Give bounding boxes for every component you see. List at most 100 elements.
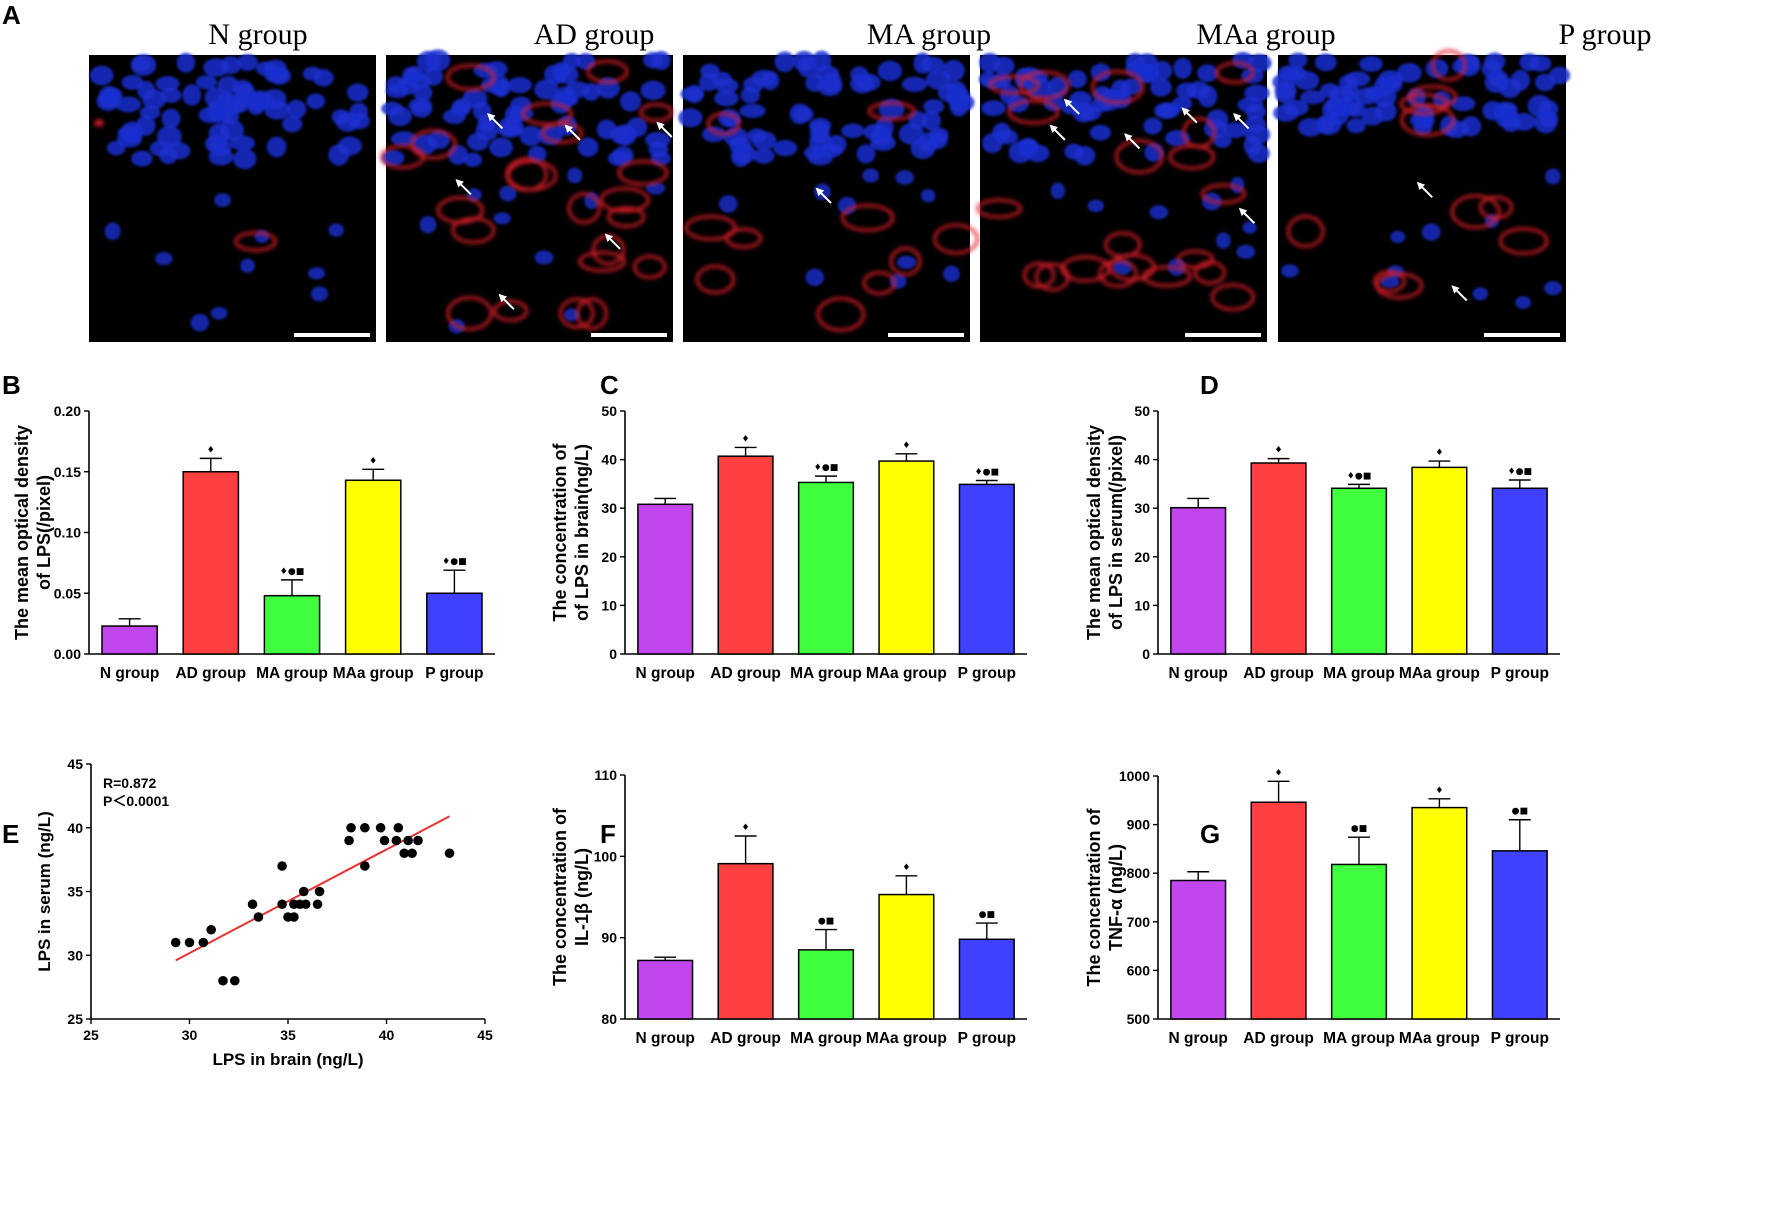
nucleus [992, 122, 1012, 142]
nucleus [1344, 71, 1371, 87]
bar [1491, 850, 1548, 1020]
data-point [413, 835, 423, 846]
scale-bar [1484, 333, 1560, 337]
y-axis-label: of LPS in serum(/pixel) [1106, 435, 1126, 630]
chart-b-od-lps: 0.00 0.05 0.10 0.15 0.20 N group ♦ AD group ♦●■ M… [12, 403, 495, 682]
nucleus [700, 63, 720, 79]
micrograph-3 [976, 51, 1272, 342]
y-tick-label: 25 [67, 1011, 83, 1027]
panel-letter-g: G [1200, 819, 1220, 849]
nucleus [751, 131, 777, 150]
nucleus [472, 101, 492, 121]
nucleus [981, 100, 1006, 116]
nucleus [1300, 90, 1326, 105]
data-point [298, 886, 309, 897]
stain-layer [94, 119, 277, 252]
nucleus [182, 84, 202, 106]
annotation-arrow [564, 124, 581, 141]
nucleus [390, 131, 417, 147]
annotation-arrow [815, 187, 832, 204]
nucleus [856, 144, 876, 164]
nucleus [1136, 53, 1159, 74]
nucleus [307, 267, 326, 280]
chart-d-lps-serum: 0 10 20 30 40 50 N group ♦ AD group ♦●■ MA group ♦ M… [1084, 403, 1560, 682]
y-axis-label: The mean optical density [12, 425, 32, 640]
stained-cell [576, 297, 608, 330]
category-label: MAa group [1399, 1030, 1480, 1047]
nucleus [563, 308, 580, 322]
nucleus [740, 86, 761, 104]
stained-cell [867, 101, 916, 121]
nucleus [567, 167, 583, 184]
nucleus [774, 51, 795, 73]
nucleus [620, 91, 642, 112]
nucleus [1074, 145, 1096, 166]
nucleus [870, 127, 893, 146]
category-label: MA group [256, 665, 328, 682]
stained-cell [1114, 139, 1164, 174]
data-point [277, 861, 287, 871]
annotation-arrow [1063, 98, 1080, 115]
nucleus [89, 65, 114, 86]
category-label: AD group [710, 1030, 781, 1047]
stained-cell [541, 122, 584, 144]
nucleus [1456, 54, 1480, 72]
category-label: N group [100, 665, 159, 682]
stain-layer [684, 101, 980, 332]
nucleus [1314, 53, 1337, 72]
nucleus [1359, 56, 1383, 72]
y-tick-label: 20 [601, 549, 617, 565]
y-tick-label: 800 [1127, 865, 1151, 881]
y-tick-label: 0.15 [54, 464, 81, 480]
nucleus [805, 268, 825, 287]
data-point [218, 975, 228, 986]
bar [182, 471, 240, 655]
nucleus [938, 83, 962, 103]
scale-bar [294, 333, 370, 337]
nucleus [714, 90, 739, 107]
stained-cell [505, 157, 548, 192]
nucleus [463, 152, 483, 167]
nucleus [419, 215, 437, 234]
nucleus [826, 134, 847, 154]
category-label: MA group [1323, 665, 1395, 682]
x-tick-label: 35 [280, 1027, 296, 1043]
category-label: P group [958, 1030, 1016, 1047]
stained-cell [94, 119, 104, 127]
category-label: P group [1491, 665, 1549, 682]
bar [1250, 462, 1307, 655]
data-point [253, 912, 264, 922]
stained-cell [617, 159, 669, 186]
stained-cell [988, 75, 1040, 95]
nucleus [1216, 232, 1231, 249]
nucleus [895, 170, 915, 185]
nucleus [1543, 281, 1563, 296]
nucleus [266, 136, 287, 158]
significance-marker: ♦ [1435, 786, 1443, 796]
nucleus [789, 103, 811, 125]
nucleus [943, 265, 960, 282]
bar [263, 594, 321, 655]
significance-marker: ♦ [902, 863, 910, 873]
nucleus [1281, 264, 1299, 278]
nucleus [519, 125, 543, 146]
x-tick-label: 40 [379, 1027, 395, 1043]
data-point [170, 937, 181, 948]
data-point [247, 899, 258, 910]
nucleus [1481, 59, 1502, 79]
significance-marker: ♦ [1435, 448, 1443, 458]
nucleus [1050, 182, 1066, 200]
stained-cell [933, 223, 980, 255]
stained-cell [1098, 259, 1138, 288]
nucleus [553, 65, 579, 84]
y-tick-label: 10 [601, 597, 617, 613]
y-tick-label: 900 [1127, 817, 1151, 833]
nucleus [98, 85, 121, 108]
bar [344, 479, 402, 655]
category-label: MAa group [1399, 665, 1480, 682]
nucleus [901, 76, 928, 92]
y-axis-label: The concentration of [550, 807, 570, 986]
nucleus [310, 286, 329, 302]
significance-marker: ♦●■ [280, 567, 304, 577]
